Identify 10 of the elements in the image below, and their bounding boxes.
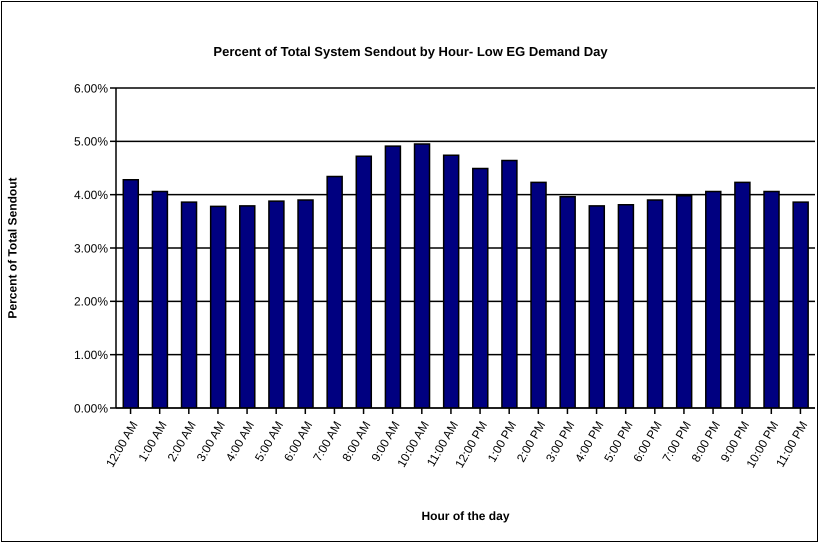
y-tick-label: 2.00%	[74, 294, 108, 309]
y-tick-label: 5.00%	[74, 134, 108, 149]
y-tick-label: 4.00%	[74, 188, 108, 202]
y-tick-label: 1.00%	[74, 348, 108, 362]
y-axis-title: Percent of Total Sendout	[5, 177, 20, 319]
y-tick-label: 3.00%	[74, 241, 108, 256]
y-tick-label: 6.00%	[74, 81, 108, 96]
y-tick-label: 0.00%	[74, 401, 108, 416]
x-axis-title: Hour of the day	[421, 509, 510, 523]
chart-title: Percent of Total System Sendout by Hour- Low EG Demand Day	[212, 44, 609, 59]
